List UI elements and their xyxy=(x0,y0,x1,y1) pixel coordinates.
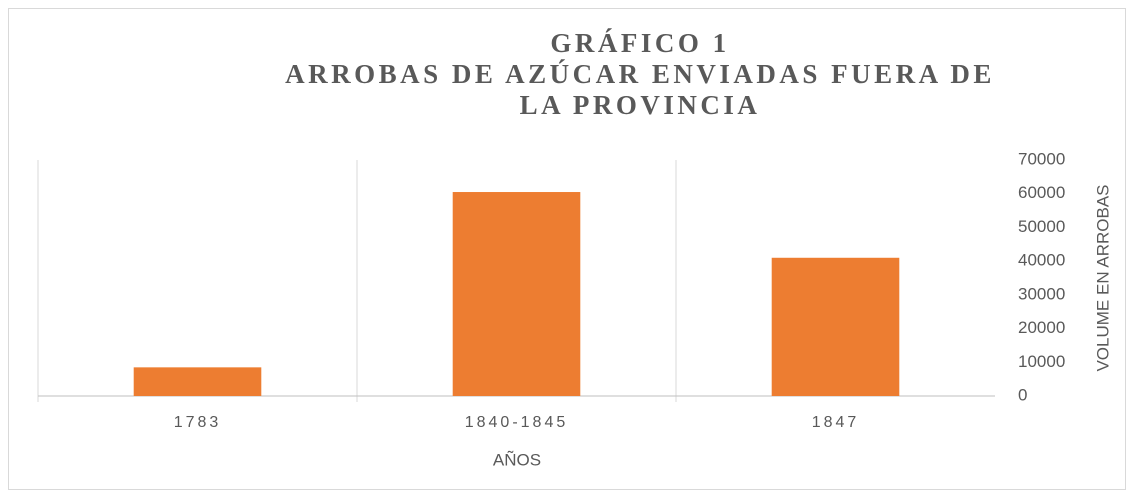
y-tick-label: 70000 xyxy=(1018,149,1065,168)
y-tick-label: 60000 xyxy=(1018,183,1065,202)
bar xyxy=(452,192,581,396)
x-tick-label: 1840-1845 xyxy=(465,414,569,431)
y-axis-title: VOLUME EN ARROBAS xyxy=(1093,184,1112,371)
chart-subtitle: ARROBAS DE AZÚCAR ENVIADAS FUERA DE LA P… xyxy=(285,59,995,120)
x-tick-label: 1783 xyxy=(174,414,222,431)
chart-frame xyxy=(8,8,1126,490)
bar xyxy=(133,367,262,396)
titles: GRÁFICO 1 ARROBAS DE AZÚCAR ENVIADAS FUE… xyxy=(270,28,1010,121)
x-tick-label: 1847 xyxy=(812,414,860,431)
y-tick-label: 40000 xyxy=(1018,251,1065,270)
y-tick-label: 30000 xyxy=(1018,284,1065,303)
chart-title: GRÁFICO 1 xyxy=(550,28,730,58)
y-tick-label: 20000 xyxy=(1018,318,1065,337)
y-tick-label: 0 xyxy=(1018,385,1027,404)
y-tick-label: 10000 xyxy=(1018,352,1065,371)
x-axis-title: AÑOS xyxy=(493,450,541,469)
bar xyxy=(771,257,900,396)
y-tick-label: 50000 xyxy=(1018,217,1065,236)
